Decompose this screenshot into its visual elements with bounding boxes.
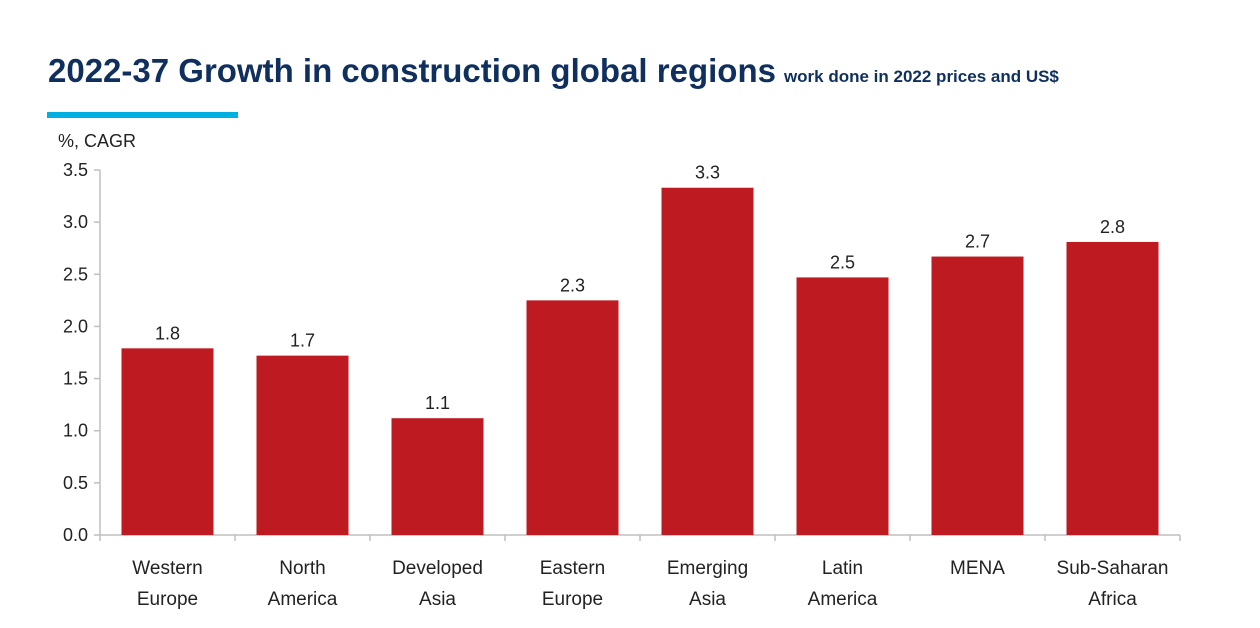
y-tick-label: 3.0 bbox=[63, 212, 88, 232]
x-tick-label: Developed bbox=[392, 558, 483, 579]
x-tick-label: Latin bbox=[822, 558, 863, 579]
x-tick-label: Europe bbox=[542, 589, 603, 610]
x-tick-label: America bbox=[268, 589, 338, 610]
x-tick-label: Western bbox=[132, 558, 202, 579]
x-tick-label: Africa bbox=[1088, 589, 1137, 610]
data-label: 2.5 bbox=[830, 252, 855, 272]
y-tick-label: 1.0 bbox=[63, 421, 88, 441]
x-tick-label: Asia bbox=[689, 589, 726, 610]
x-tick-label: North bbox=[279, 558, 325, 579]
data-label: 1.8 bbox=[155, 323, 180, 343]
bar bbox=[526, 300, 619, 535]
data-label: 3.3 bbox=[695, 163, 720, 183]
data-label: 2.8 bbox=[1100, 217, 1125, 237]
chart-subtitle: work done in 2022 prices and US$ bbox=[783, 67, 1059, 86]
data-label: 2.3 bbox=[560, 275, 585, 295]
title-text: 2022-37 Growth in construction global re… bbox=[48, 52, 776, 89]
data-label: 1.7 bbox=[290, 331, 315, 351]
x-tick-label: Europe bbox=[137, 589, 198, 610]
x-tick-label: Sub-Saharan bbox=[1057, 558, 1169, 579]
bar bbox=[796, 277, 889, 535]
y-tick-label: 3.5 bbox=[63, 160, 88, 180]
bar bbox=[121, 348, 214, 535]
bar bbox=[931, 256, 1024, 535]
data-label: 2.7 bbox=[965, 232, 990, 252]
bar bbox=[661, 187, 754, 535]
y-axis-label: %, CAGR bbox=[58, 131, 137, 151]
x-tick-label: Asia bbox=[419, 589, 456, 610]
y-tick-label: 2.0 bbox=[63, 316, 88, 336]
x-tick-label: Emerging bbox=[667, 558, 748, 579]
data-label: 1.1 bbox=[425, 393, 450, 413]
bar bbox=[1066, 241, 1159, 535]
y-tick-label: 0.5 bbox=[63, 473, 88, 493]
chart-title: 2022-37 Growth in construction global re… bbox=[48, 52, 1059, 90]
y-tick-label: 2.5 bbox=[63, 264, 88, 284]
title-accent-line bbox=[47, 112, 238, 118]
x-tick-label: MENA bbox=[950, 558, 1005, 579]
x-tick-label: Eastern bbox=[540, 558, 605, 579]
bar bbox=[391, 418, 484, 535]
y-tick-label: 1.5 bbox=[63, 369, 88, 389]
y-tick-label: 0.0 bbox=[63, 525, 88, 545]
x-tick-label: America bbox=[808, 589, 878, 610]
bar bbox=[256, 355, 349, 535]
